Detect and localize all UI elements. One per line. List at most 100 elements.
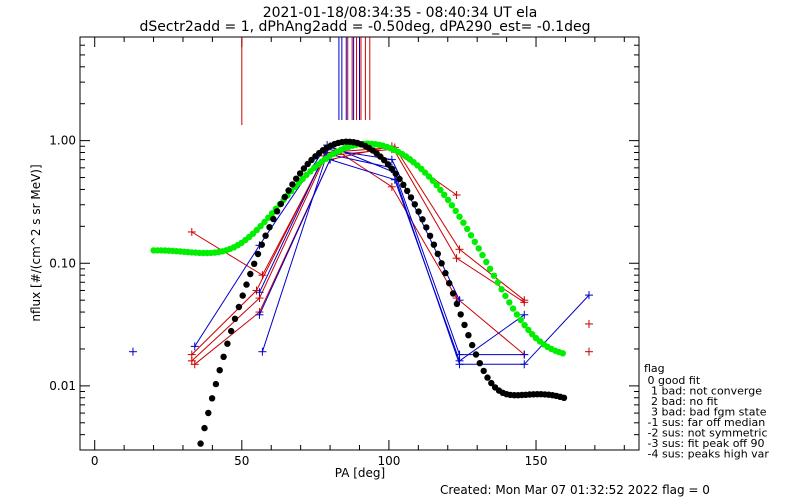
black-fit-dot — [457, 311, 464, 318]
black-fit-dot — [404, 187, 411, 195]
black-fit-dot — [201, 424, 208, 432]
green-fit-dot — [521, 322, 528, 329]
green-fit-dot — [257, 222, 264, 230]
legend-title: flag — [644, 362, 665, 375]
green-fit-dot — [506, 299, 513, 306]
legend-entry: -1 sus: far off median — [644, 416, 765, 429]
black-fit-dot — [224, 340, 231, 347]
black-fit-dot — [472, 351, 480, 358]
footer-text: Created: Mon Mar 07 01:32:52 2022 flag =… — [440, 483, 710, 497]
legend-entry: 2 bad: no fit — [644, 395, 719, 408]
data-point-cross — [187, 227, 196, 236]
black-fit-dot — [400, 181, 407, 188]
data-point-cross — [584, 291, 593, 300]
green-fit-dot — [475, 245, 482, 252]
green-fit-dot — [509, 305, 517, 312]
red-series — [187, 143, 529, 365]
data-point-cross — [190, 342, 199, 351]
x-axis-label: PA [deg] — [335, 466, 385, 480]
x-tick-label: 150 — [525, 454, 548, 468]
green-fit-dot — [502, 292, 509, 300]
green-fit-dot — [265, 214, 272, 221]
black-series — [197, 138, 568, 447]
red-series — [190, 142, 529, 369]
x-axis: 0 50 100 150 — [91, 37, 625, 468]
black-fit-dot — [251, 260, 258, 267]
black-fit-dot — [293, 175, 300, 182]
legend-entry: -3 sus: fit peak off 90 — [644, 437, 765, 450]
black-fit-dot — [438, 260, 445, 267]
green-fit-dot — [268, 210, 276, 217]
y-axis: 0.01 0.10 1.00 — [49, 36, 639, 451]
black-fit-dot — [388, 165, 396, 172]
black-fit-dot — [296, 170, 304, 177]
green-fit-dot — [437, 186, 444, 194]
green-fit-dot — [429, 177, 436, 184]
flag-legend: flag 0 good fit 1 bad: not converge 2 ba… — [644, 362, 769, 461]
marker-lines — [241, 37, 371, 125]
legend-entry: 3 bad: bad fgm state — [644, 406, 767, 419]
black-fit-dot — [434, 250, 441, 257]
black-fit-dot — [381, 157, 388, 164]
blue-series-line — [194, 144, 525, 356]
black-fit-dot — [289, 181, 296, 188]
green-fit-dot — [433, 182, 440, 189]
legend-entry: 0 good fit — [644, 374, 701, 387]
green-fit-dot — [448, 202, 456, 209]
black-fit-dot — [281, 193, 288, 201]
black-fit-dot — [396, 175, 403, 183]
green-fit-dot — [483, 258, 490, 266]
chart-subtitle: dSectr2add = 1, dPhAng2add = -0.50deg, d… — [140, 19, 591, 35]
data-point-cross — [520, 310, 529, 319]
black-fit-dot — [453, 300, 461, 308]
y-axis-label: nflux [#/(cm^2 s sr MeV)] — [29, 164, 43, 321]
data-point-cross — [452, 254, 461, 263]
green-fit-dot — [513, 311, 521, 318]
black-fit-dot — [446, 280, 453, 287]
black-fit-dot — [247, 270, 254, 278]
black-fit-dot — [465, 332, 472, 339]
black-fit-dot — [480, 367, 487, 375]
black-fit-dot — [430, 241, 438, 248]
green-fit-dot — [498, 286, 505, 293]
black-fit-dot — [384, 161, 392, 168]
black-fit-dot — [277, 200, 285, 208]
series-layer — [128, 138, 593, 447]
black-fit-dot — [476, 360, 483, 367]
data-point-cross — [258, 347, 267, 356]
black-fit-dot — [239, 292, 246, 299]
black-fit-dot — [484, 374, 491, 381]
legend-entry: -2 sus: not symmetric — [644, 427, 768, 440]
green-fit-dot — [479, 251, 486, 259]
x-tick-label: 100 — [377, 454, 400, 468]
data-point-cross — [190, 360, 199, 369]
data-point-cross — [387, 155, 396, 164]
black-fit-dot — [228, 327, 235, 335]
green-fit-dot — [460, 219, 467, 226]
green-fit-dot — [425, 173, 433, 180]
black-fit-dot — [423, 224, 430, 231]
red-series-line — [191, 145, 525, 355]
green-fit-dot — [525, 326, 532, 334]
black-fit-dot — [258, 241, 265, 248]
data-point-cross — [584, 319, 593, 328]
black-fit-dot — [197, 440, 204, 447]
legend-entry: -4 sus: peaks high var — [644, 448, 769, 461]
green-fit-dot — [486, 265, 494, 272]
green-fit-dot — [444, 196, 452, 204]
black-fit-dot — [488, 379, 495, 387]
red-series-line — [194, 145, 525, 365]
chart-title: 2021-01-18/08:34:35 - 08:40:34 UT ela — [263, 5, 538, 21]
data-point-cross — [455, 356, 464, 365]
black-fit-dot — [415, 208, 422, 215]
black-fit-dot — [304, 160, 311, 168]
data-point-cross — [520, 350, 529, 359]
red-series-line — [191, 146, 525, 362]
black-fit-dot — [300, 165, 308, 172]
black-fit-dot — [262, 232, 269, 239]
black-fit-dot — [407, 194, 415, 201]
data-point-cross — [255, 310, 264, 319]
black-fit-dot — [270, 215, 277, 223]
black-fit-dot — [419, 216, 426, 223]
